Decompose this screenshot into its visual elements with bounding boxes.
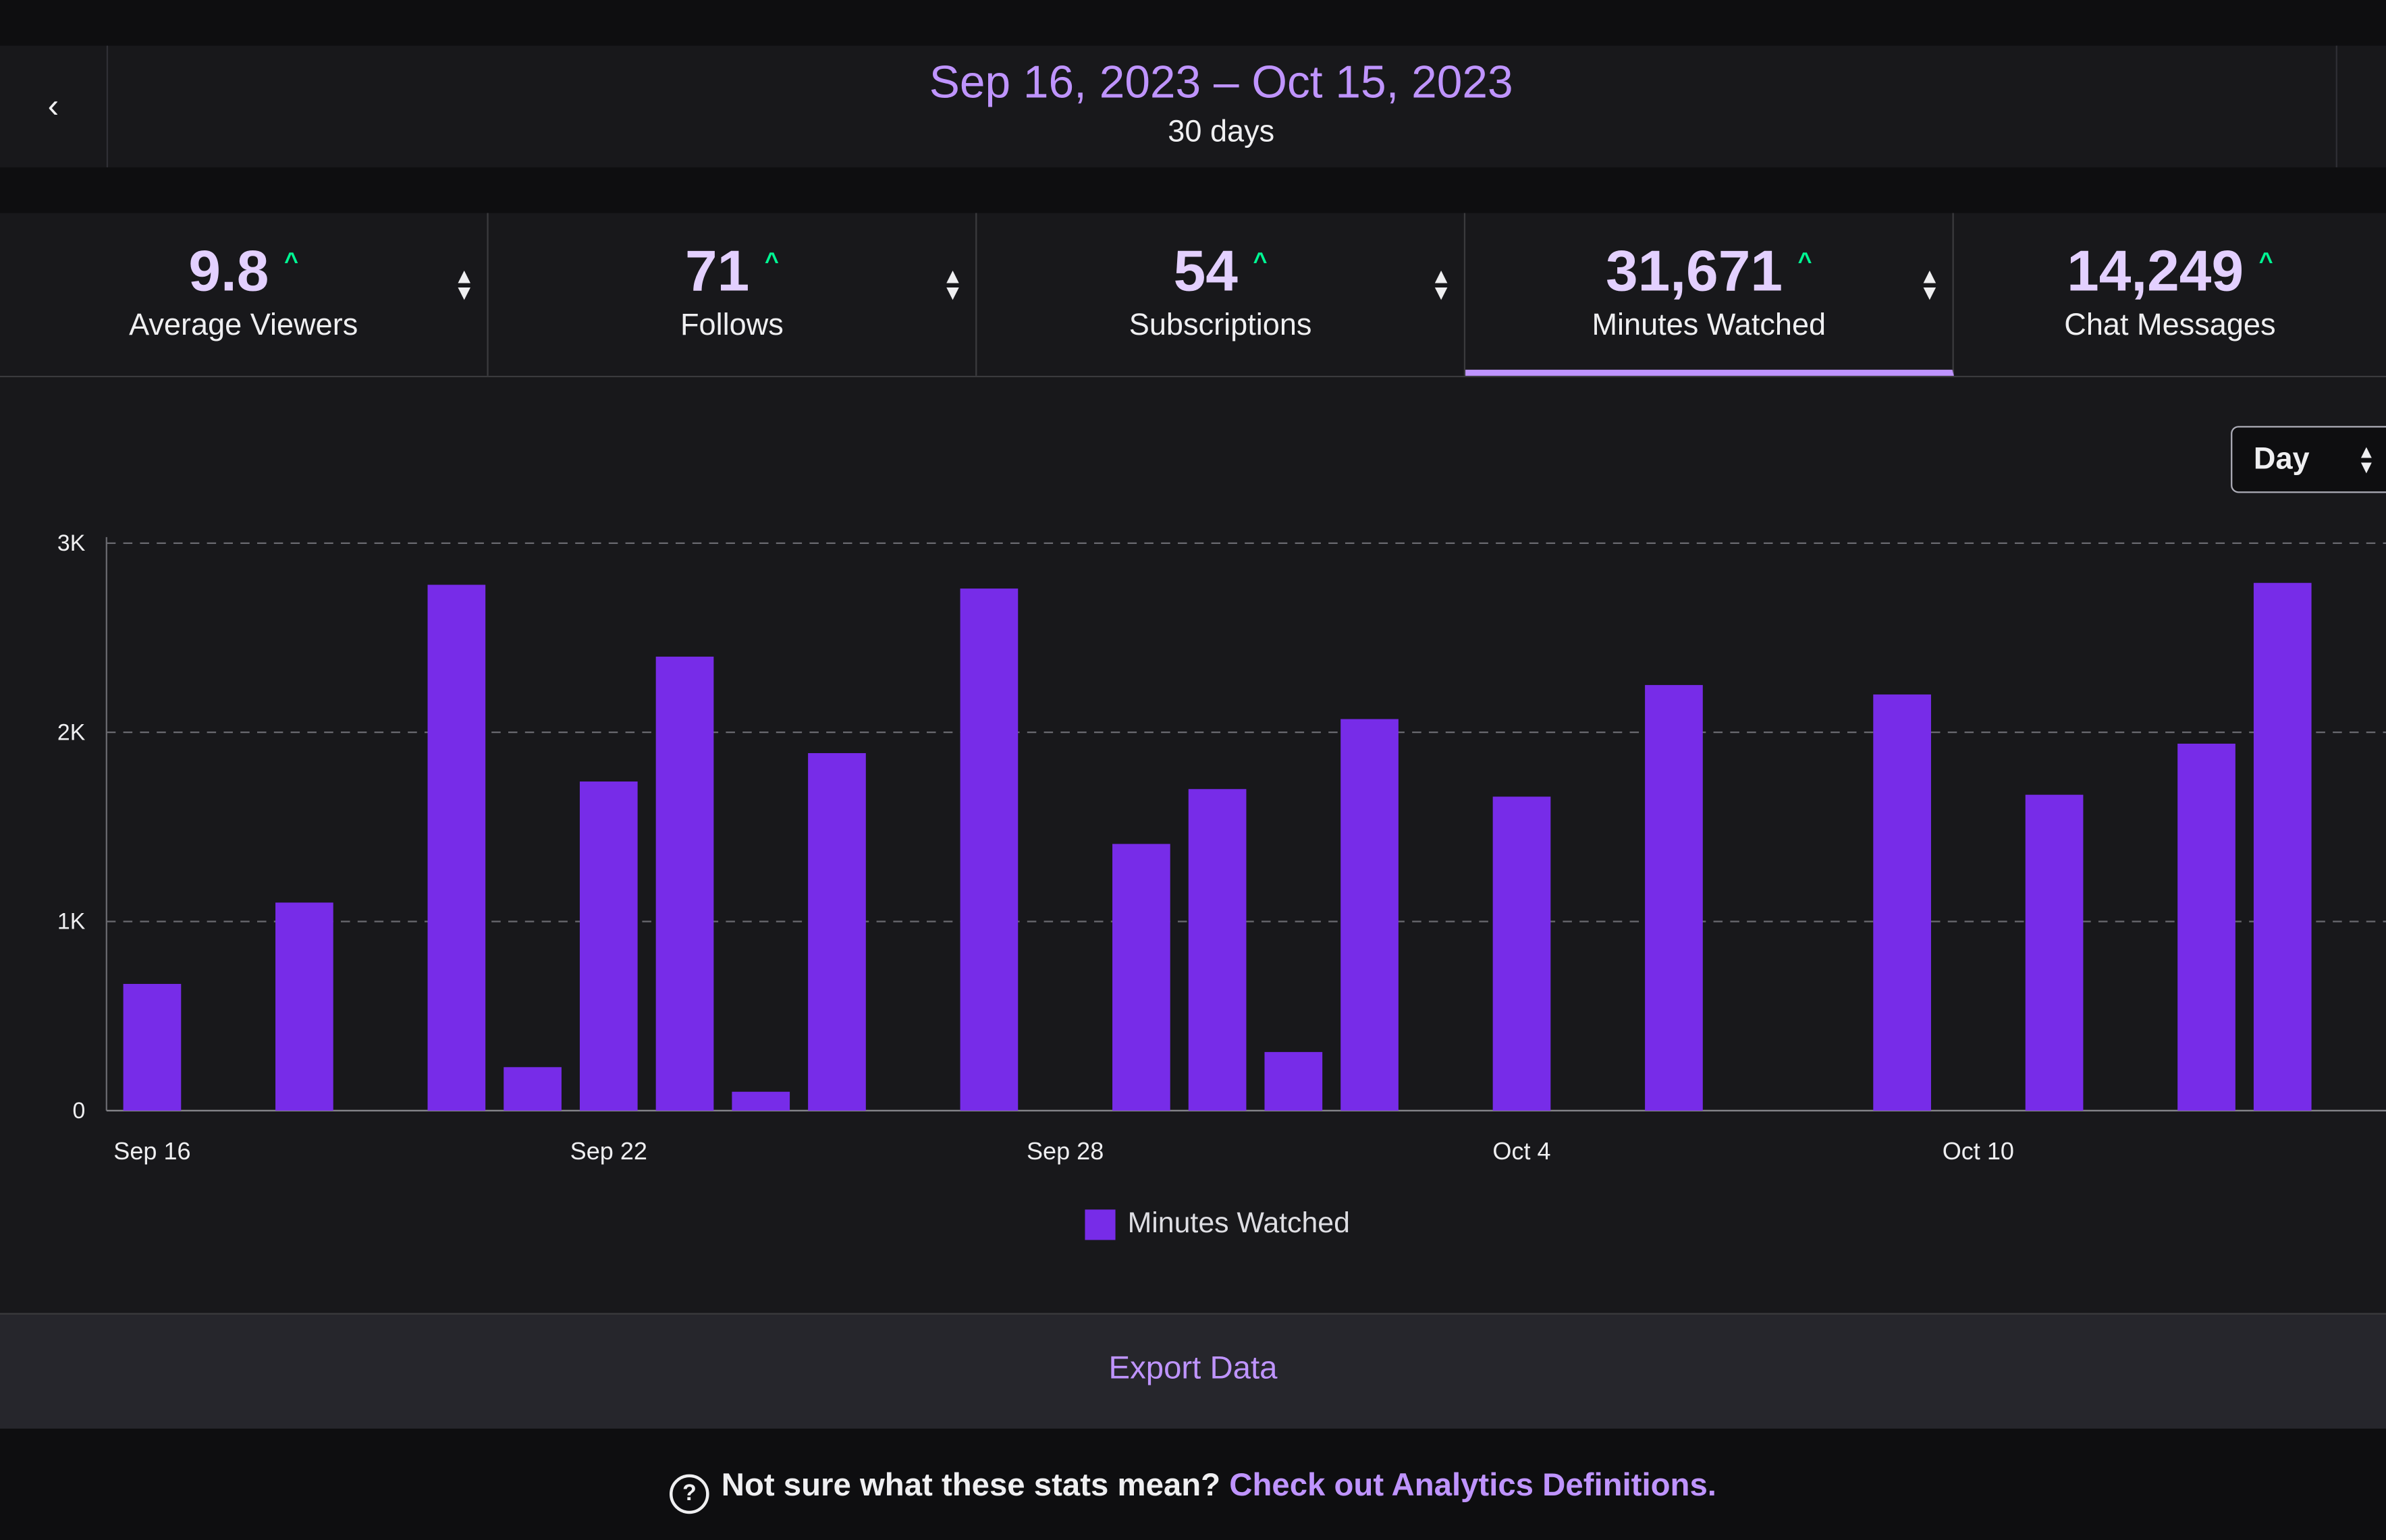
- bar: [1645, 685, 1703, 1111]
- trend-up-icon: ^: [1797, 249, 1812, 276]
- question-circle-icon: ?: [670, 1474, 709, 1514]
- stat-label: Subscriptions: [1129, 308, 1312, 343]
- bar: [427, 584, 486, 1111]
- chevron-left-icon: ‹: [47, 86, 59, 125]
- granularity-select[interactable]: Day ▲ ▼: [2231, 426, 2386, 493]
- bar: [504, 1067, 562, 1111]
- stat-tabs: 9.8 ^ Average Viewers ▲ ▼ 71 ^ Follows ▲ ▼ 54 ^ S…: [0, 213, 2386, 378]
- bar: [579, 781, 638, 1111]
- date-range: Sep 16, 2023 – Oct 15, 2023 30 days: [107, 45, 2337, 167]
- stat-value: 71 ^: [489, 240, 975, 306]
- date-range-text: Sep 16, 2023 – Oct 15, 2023: [929, 57, 1513, 109]
- trend-up-icon: ^: [764, 249, 779, 276]
- stat-value-text: 31,671: [1605, 240, 1783, 304]
- stat-label: Chat Messages: [2064, 308, 2276, 343]
- y-tick-label: 1K: [57, 909, 86, 935]
- stat-tab-subscriptions[interactable]: 54 ^ Subscriptions ▲ ▼: [977, 213, 1466, 376]
- bar: [1873, 694, 1931, 1111]
- stat-label: Minutes Watched: [1592, 308, 1826, 343]
- bar: [655, 657, 714, 1111]
- sort-icon[interactable]: ▲ ▼: [942, 263, 964, 304]
- sort-icon[interactable]: ▲ ▼: [1919, 263, 1941, 304]
- stat-label: Average Viewers: [129, 308, 358, 343]
- stat-value: 9.8 ^: [0, 240, 487, 306]
- x-tick-label: Sep 16: [113, 1137, 190, 1165]
- x-tick-label: Oct 4: [1492, 1137, 1550, 1165]
- sort-icon[interactable]: ▲ ▼: [1430, 263, 1452, 304]
- stat-label: Follows: [680, 308, 784, 343]
- bar: [1188, 789, 1247, 1111]
- bar: [808, 753, 866, 1111]
- bar: [1340, 719, 1399, 1111]
- stat-tab-chat-messages[interactable]: 14,249 ^ Chat Messages: [1954, 213, 2386, 376]
- stat-value: 54 ^: [977, 240, 1463, 306]
- bar: [960, 588, 1019, 1111]
- chart-legend: Minutes Watched: [1085, 1208, 1350, 1242]
- bar: [1492, 796, 1551, 1111]
- granularity-value: Day: [2253, 441, 2310, 476]
- previous-range-button[interactable]: ‹: [0, 45, 109, 167]
- legend-label: Minutes Watched: [1127, 1208, 1350, 1240]
- export-data-button[interactable]: Export Data: [0, 1313, 2386, 1429]
- trend-up-icon: ^: [1253, 249, 1268, 276]
- legend-swatch: [1085, 1209, 1116, 1240]
- help-text: Not sure what these stats mean?: [721, 1468, 1221, 1504]
- stat-value-text: 9.8: [188, 240, 269, 304]
- bar: [275, 902, 333, 1111]
- x-tick-label: Oct 10: [1943, 1137, 2014, 1165]
- stat-tab-follows[interactable]: 71 ^ Follows ▲ ▼: [489, 213, 977, 376]
- duration-text: 30 days: [1168, 115, 1275, 149]
- stat-value: 14,249 ^: [1954, 240, 2386, 306]
- bar: [123, 983, 182, 1111]
- date-range-bar: ‹ Sep 16, 2023 – Oct 15, 2023 30 days: [0, 45, 2386, 167]
- y-tick-label: 0: [72, 1098, 85, 1124]
- y-tick-label: 3K: [57, 530, 86, 556]
- analytics-definitions-link[interactable]: Check out Analytics Definitions.: [1229, 1468, 1716, 1504]
- bar: [1264, 1051, 1323, 1111]
- x-tick-label: Sep 28: [1027, 1137, 1104, 1165]
- x-tick-label: Sep 22: [570, 1137, 647, 1165]
- sort-icon: ▲ ▼: [2357, 441, 2376, 478]
- stat-tab-average-viewers[interactable]: 9.8 ^ Average Viewers ▲ ▼: [0, 213, 489, 376]
- bar: [2025, 794, 2084, 1111]
- sort-icon[interactable]: ▲ ▼: [454, 263, 475, 304]
- trend-up-icon: ^: [283, 249, 299, 276]
- chart-panel: Day ▲ ▼ 0 1K 2K 3K Sep 16 Sep 22 Sep 28 Oct 4 Oct…: [0, 377, 2386, 1313]
- stat-value-text: 71: [684, 240, 750, 304]
- stat-tab-minutes-watched[interactable]: 31,671 ^ Minutes Watched ▲ ▼: [1465, 213, 1954, 376]
- trend-up-icon: ^: [2258, 249, 2273, 276]
- help-footer: ? Not sure what these stats mean? Check o…: [0, 1468, 2386, 1514]
- bar: [2253, 582, 2312, 1111]
- stat-value: 31,671 ^: [1465, 240, 1952, 306]
- stat-value-text: 54: [1173, 240, 1238, 304]
- bar: [2177, 743, 2235, 1111]
- bar: [1112, 844, 1170, 1111]
- y-tick-label: 2K: [57, 719, 86, 745]
- minutes-watched-chart: 0 1K 2K 3K Sep 16 Sep 22 Sep 28 Oct 4 Oct 10: [57, 530, 2386, 1165]
- bar: [732, 1091, 790, 1111]
- stat-value-text: 14,249: [2067, 240, 2244, 304]
